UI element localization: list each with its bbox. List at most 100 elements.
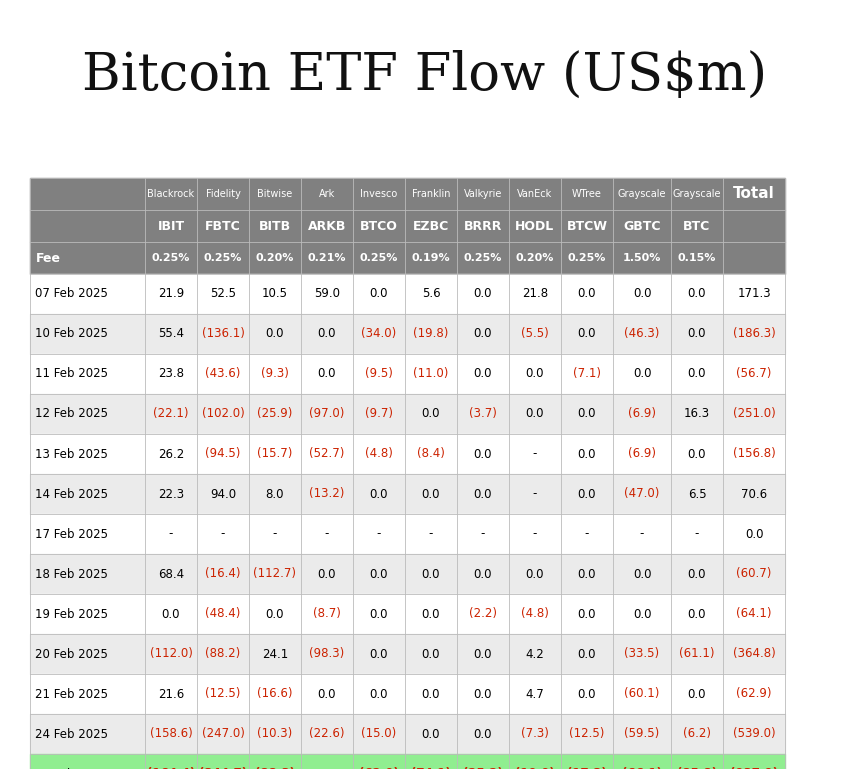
Text: 0.0: 0.0 — [473, 647, 492, 661]
Text: (10.0): (10.0) — [515, 767, 555, 769]
Text: (46.3): (46.3) — [624, 328, 660, 341]
Text: (344.7): (344.7) — [199, 767, 247, 769]
Text: (15.7): (15.7) — [258, 448, 292, 461]
Text: (88.3): (88.3) — [255, 767, 295, 769]
Text: 26.2: 26.2 — [158, 448, 184, 461]
Text: 6.5: 6.5 — [688, 488, 706, 501]
Text: 0.0: 0.0 — [266, 328, 284, 341]
Text: (136.1): (136.1) — [201, 328, 245, 341]
Text: (6.2): (6.2) — [683, 727, 711, 741]
Text: 0.0: 0.0 — [473, 288, 492, 301]
Text: (22.1): (22.1) — [153, 408, 189, 421]
Text: (6.9): (6.9) — [628, 448, 656, 461]
Text: (34.0): (34.0) — [361, 328, 397, 341]
Text: (158.6): (158.6) — [150, 727, 192, 741]
Text: (251.0): (251.0) — [733, 408, 775, 421]
Text: (94.5): (94.5) — [206, 448, 241, 461]
Text: BRRR: BRRR — [464, 219, 502, 232]
Text: 0.0: 0.0 — [422, 568, 440, 581]
Text: 24 Feb 2025: 24 Feb 2025 — [35, 727, 108, 741]
Text: (12.5): (12.5) — [570, 727, 604, 741]
Text: (62.0): (62.0) — [359, 767, 399, 769]
Text: 0.0: 0.0 — [162, 608, 180, 621]
Text: 0.0: 0.0 — [473, 328, 492, 341]
Text: 0.19%: 0.19% — [411, 253, 450, 263]
Text: 10.5: 10.5 — [262, 288, 288, 301]
Text: -: - — [533, 488, 537, 501]
Text: 0.0: 0.0 — [370, 647, 388, 661]
Text: (74.1): (74.1) — [411, 767, 451, 769]
Text: 0.0: 0.0 — [578, 408, 596, 421]
Text: (8.4): (8.4) — [417, 448, 445, 461]
Text: 21 Feb 2025: 21 Feb 2025 — [35, 687, 108, 701]
Text: 0.0: 0.0 — [632, 608, 651, 621]
Text: WTree: WTree — [572, 189, 602, 199]
Text: (13.2): (13.2) — [309, 488, 345, 501]
Text: 0.0: 0.0 — [266, 608, 284, 621]
Text: -: - — [428, 528, 434, 541]
Text: 0.25%: 0.25% — [204, 253, 242, 263]
Text: 0.0: 0.0 — [422, 647, 440, 661]
Text: 0.0: 0.0 — [688, 568, 706, 581]
Text: 0.0: 0.0 — [578, 687, 596, 701]
Text: (112.0): (112.0) — [150, 647, 192, 661]
Text: 25 Feb 2025: 25 Feb 2025 — [35, 767, 108, 769]
Text: -: - — [533, 528, 537, 541]
Text: 22.3: 22.3 — [158, 488, 184, 501]
Text: 12 Feb 2025: 12 Feb 2025 — [35, 408, 108, 421]
Text: (16.6): (16.6) — [258, 687, 292, 701]
Text: 0.0: 0.0 — [578, 647, 596, 661]
Text: 23.8: 23.8 — [158, 368, 184, 381]
Text: Grayscale: Grayscale — [618, 189, 666, 199]
Text: 21.8: 21.8 — [522, 288, 548, 301]
Text: 70.6: 70.6 — [741, 488, 767, 501]
Text: (539.0): (539.0) — [733, 727, 775, 741]
Text: 0.0: 0.0 — [370, 288, 388, 301]
Text: 0.0: 0.0 — [318, 328, 337, 341]
Text: 0.0: 0.0 — [370, 488, 388, 501]
Text: (9.7): (9.7) — [365, 408, 393, 421]
Text: Grayscale: Grayscale — [672, 189, 722, 199]
Text: (43.6): (43.6) — [206, 368, 241, 381]
Text: -: - — [169, 528, 173, 541]
Text: Fidelity: Fidelity — [206, 189, 241, 199]
Text: (3.7): (3.7) — [469, 408, 497, 421]
Text: (85.8): (85.8) — [677, 767, 717, 769]
Text: 16.3: 16.3 — [684, 408, 710, 421]
Text: (88.2): (88.2) — [206, 647, 241, 661]
Text: Valkyrie: Valkyrie — [464, 189, 502, 199]
Text: (2.2): (2.2) — [469, 608, 497, 621]
Text: (60.1): (60.1) — [624, 687, 660, 701]
Text: (9.5): (9.5) — [365, 368, 393, 381]
Text: (25.2): (25.2) — [463, 767, 503, 769]
Text: 0.0: 0.0 — [688, 328, 706, 341]
Text: -: - — [221, 528, 225, 541]
Text: -: - — [325, 528, 329, 541]
Text: 4.2: 4.2 — [525, 647, 544, 661]
Text: 0.21%: 0.21% — [308, 253, 346, 263]
Text: 68.4: 68.4 — [158, 568, 184, 581]
Text: (7.3): (7.3) — [521, 727, 549, 741]
Text: (102.0): (102.0) — [201, 408, 244, 421]
Text: 0.0: 0.0 — [473, 448, 492, 461]
Text: 19 Feb 2025: 19 Feb 2025 — [35, 608, 108, 621]
Text: 0.0: 0.0 — [632, 288, 651, 301]
Text: 0.0: 0.0 — [688, 448, 706, 461]
Text: 0.20%: 0.20% — [516, 253, 554, 263]
Text: 0.0: 0.0 — [318, 687, 337, 701]
Text: Bitcoin ETF Flow (US$m): Bitcoin ETF Flow (US$m) — [82, 49, 768, 101]
Text: 17 Feb 2025: 17 Feb 2025 — [35, 528, 108, 541]
Text: -: - — [377, 528, 381, 541]
Text: (97.0): (97.0) — [309, 408, 345, 421]
Text: ARKB: ARKB — [308, 219, 346, 232]
Text: (61.1): (61.1) — [679, 647, 715, 661]
Text: 0.0: 0.0 — [422, 687, 440, 701]
Text: (15.0): (15.0) — [361, 727, 397, 741]
Text: -: - — [273, 528, 277, 541]
Text: -: - — [694, 528, 700, 541]
Text: (16.4): (16.4) — [205, 568, 241, 581]
Text: 5.6: 5.6 — [422, 288, 440, 301]
Text: 171.3: 171.3 — [737, 288, 771, 301]
Text: 18 Feb 2025: 18 Feb 2025 — [35, 568, 108, 581]
Text: (5.5): (5.5) — [521, 328, 549, 341]
